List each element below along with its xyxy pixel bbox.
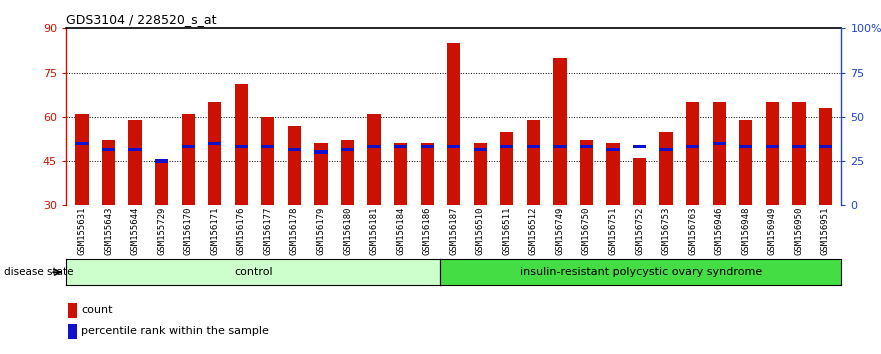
Bar bbox=[713, 142, 726, 145]
Bar bbox=[76, 114, 89, 205]
Bar bbox=[341, 148, 354, 151]
Bar bbox=[686, 144, 700, 148]
Bar bbox=[181, 114, 195, 205]
Bar bbox=[527, 120, 540, 205]
Bar bbox=[500, 144, 514, 148]
Text: disease state: disease state bbox=[4, 267, 74, 277]
Bar bbox=[262, 117, 275, 205]
Text: percentile rank within the sample: percentile rank within the sample bbox=[81, 326, 269, 336]
Bar bbox=[527, 144, 540, 148]
Bar bbox=[129, 120, 142, 205]
Bar bbox=[739, 120, 752, 205]
Bar bbox=[420, 143, 433, 205]
Bar bbox=[129, 148, 142, 151]
Bar bbox=[474, 148, 487, 151]
Bar bbox=[660, 148, 673, 151]
Bar bbox=[606, 143, 619, 205]
Bar bbox=[553, 144, 566, 148]
Text: count: count bbox=[81, 305, 113, 315]
Bar bbox=[315, 143, 328, 205]
Bar bbox=[341, 141, 354, 205]
Text: GDS3104 / 228520_s_at: GDS3104 / 228520_s_at bbox=[66, 13, 217, 26]
Bar bbox=[792, 102, 805, 205]
Bar bbox=[208, 142, 221, 145]
Text: insulin-resistant polycystic ovary syndrome: insulin-resistant polycystic ovary syndr… bbox=[520, 267, 762, 277]
Bar bbox=[606, 148, 619, 151]
Bar bbox=[633, 158, 646, 205]
Bar bbox=[68, 324, 77, 339]
Bar bbox=[818, 144, 832, 148]
Bar bbox=[315, 150, 328, 154]
Bar bbox=[76, 142, 89, 145]
Bar bbox=[234, 144, 248, 148]
Bar bbox=[181, 144, 195, 148]
Bar bbox=[500, 132, 514, 205]
Bar bbox=[394, 144, 407, 148]
Bar bbox=[367, 144, 381, 148]
Bar bbox=[234, 84, 248, 205]
Bar bbox=[580, 144, 593, 148]
Bar bbox=[739, 144, 752, 148]
Bar bbox=[155, 161, 168, 205]
Bar bbox=[208, 102, 221, 205]
Bar bbox=[447, 144, 461, 148]
Bar bbox=[766, 144, 779, 148]
Bar bbox=[633, 144, 646, 148]
Bar bbox=[288, 126, 301, 205]
Bar bbox=[367, 114, 381, 205]
Bar bbox=[766, 102, 779, 205]
Bar bbox=[288, 148, 301, 151]
Bar bbox=[792, 144, 805, 148]
Bar bbox=[713, 102, 726, 205]
Bar bbox=[474, 143, 487, 205]
Bar bbox=[68, 303, 77, 318]
Bar bbox=[102, 148, 115, 151]
Bar bbox=[102, 141, 115, 205]
Bar bbox=[262, 144, 275, 148]
Text: control: control bbox=[233, 267, 272, 277]
Bar bbox=[660, 132, 673, 205]
Bar bbox=[420, 144, 433, 148]
Bar bbox=[580, 141, 593, 205]
Bar bbox=[394, 143, 407, 205]
Bar bbox=[447, 43, 461, 205]
Bar bbox=[155, 159, 168, 163]
Bar bbox=[553, 58, 566, 205]
Bar bbox=[818, 108, 832, 205]
Bar bbox=[686, 102, 700, 205]
